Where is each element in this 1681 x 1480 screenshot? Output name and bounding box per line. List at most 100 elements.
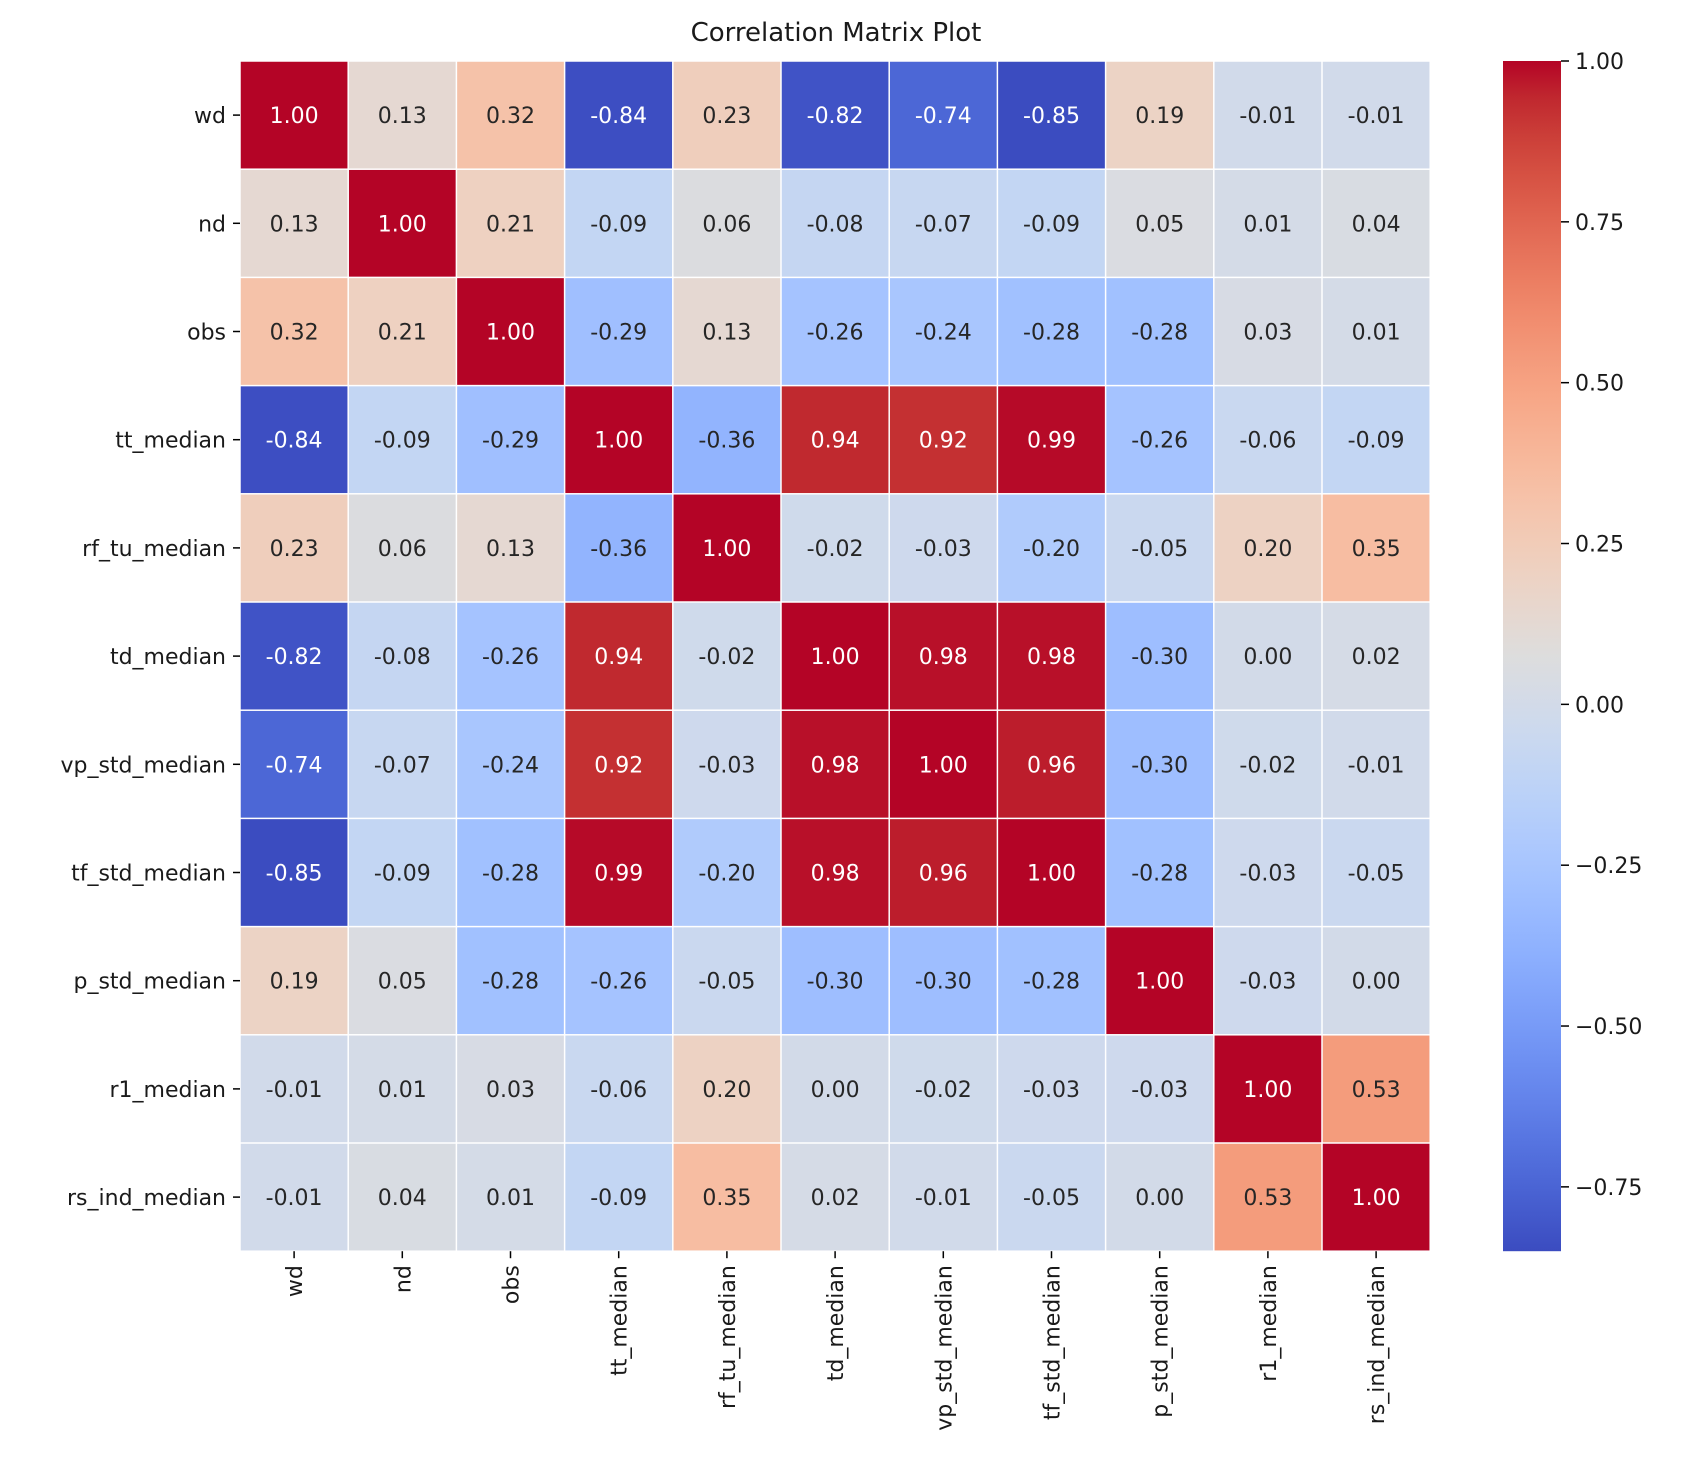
cell-value-label: -0.06 [1239,429,1296,454]
heatmap-cell [673,386,781,494]
heatmap-cell [1106,386,1214,494]
cell-value-label: -0.26 [807,321,864,346]
cell-value-label: 0.94 [811,429,860,454]
cell-value-label: -0.26 [482,645,539,670]
cell-value-label: 0.96 [919,862,968,887]
heatmap-cell [457,710,564,818]
y-tick-label: obs [187,321,226,346]
heatmap-cell [1322,602,1430,710]
y-tick-label: td_median [110,645,226,670]
cell-value-label: -0.01 [266,1078,323,1103]
cell-value-label: 0.13 [702,321,751,346]
x-tick-label: vp_std_median [932,1265,957,1431]
cell-value-label: 1.00 [1352,1186,1401,1211]
heatmap-cell [348,1035,456,1143]
cell-value-label: 1.00 [594,429,643,454]
heatmap-cell [1322,169,1430,277]
heatmap-cell [348,386,456,494]
cell-value-label: -0.09 [374,429,431,454]
cell-value-label: -0.02 [807,537,864,562]
heatmap-cell [240,386,348,494]
cell-value-label: -0.09 [374,862,431,887]
heatmap-cell [1214,169,1322,277]
heatmap-cell [240,819,348,926]
heatmap-cell [240,278,348,385]
cell-value-label: 0.98 [1027,645,1076,670]
heatmap-cell [240,61,348,169]
y-tick-label: r1_median [109,1078,226,1103]
heatmap-cell [998,1143,1105,1251]
cell-value-label: 0.19 [270,970,319,995]
heatmap-cell [457,386,564,494]
x-tick-label: wd [283,1265,308,1297]
heatmap-cell [781,494,889,602]
cell-value-label: -0.84 [590,104,647,129]
heatmap-cell [1214,61,1322,169]
heatmap-cell [1106,494,1214,602]
cell-value-label: -0.03 [698,753,755,778]
cell-value-label: 0.23 [702,104,751,129]
cell-value-label: -0.01 [1239,104,1296,129]
heatmap-cell [673,278,781,385]
heatmap-cell [998,61,1105,169]
heatmap-cell [998,1035,1105,1143]
cell-value-label: 0.05 [378,970,427,995]
colorbar-tick-label: 1.00 [1575,50,1624,75]
x-tick-label: td_median [824,1265,849,1381]
x-tick-label: rs_ind_median [1365,1265,1390,1424]
cell-value-label: -0.03 [915,537,972,562]
x-tick-label: r1_median [1257,1265,1282,1382]
heatmap-cell [781,819,889,926]
cell-value-label: 0.19 [1135,104,1184,129]
heatmap-cell [998,602,1105,710]
cell-value-label: -0.36 [590,537,647,562]
cell-value-label: 0.06 [702,212,751,237]
heatmap-cell [1106,602,1214,710]
cell-value-label: -0.09 [590,1186,647,1211]
x-tick-label: rf_tu_median [716,1265,741,1409]
cell-value-label: -0.01 [1348,104,1405,129]
cell-value-label: 0.01 [1352,321,1401,346]
heatmap-cell [889,61,997,169]
heatmap-cell [673,819,781,926]
cell-value-label: 0.53 [1243,1186,1292,1211]
cell-value-label: -0.26 [1131,429,1188,454]
cell-value-label: -0.09 [590,212,647,237]
heatmap-cell [240,169,348,277]
colorbar: 1.00 0.75 0.50 0.25 0.00 −0.25 −0.50 −0.75 [1503,50,1642,1252]
heatmap-cell [781,1035,889,1143]
heatmap-cell [457,278,564,385]
cell-value-label: 0.21 [378,321,427,346]
heatmap-cell [998,494,1105,602]
x-tick-label: obs [500,1265,525,1304]
cell-value-label: 1.00 [1243,1078,1292,1103]
cell-value-label: 0.35 [702,1186,751,1211]
heatmap-cell [889,1143,997,1251]
heatmap-cell [1214,710,1322,818]
heatmap-cell [348,710,456,818]
cell-value-label: -0.26 [590,970,647,995]
heatmap-cell [348,278,456,385]
heatmap-cell [457,169,564,277]
cell-value-label: 0.03 [486,1078,535,1103]
heatmap-cell [781,927,889,1035]
colorbar-ticks: 1.00 0.75 0.50 0.25 0.00 −0.25 −0.50 −0.75 [1561,50,1642,1201]
cell-value-label: 0.01 [486,1186,535,1211]
heatmap-cell [457,927,564,1035]
heatmap-cell [1106,169,1214,277]
x-tick-label: p_std_median [1149,1265,1174,1418]
heatmap-cell [565,927,673,1035]
cell-value-label: 0.21 [486,212,535,237]
cell-value-label: -0.05 [1023,1186,1080,1211]
heatmap-cell [1106,1143,1214,1251]
cell-value-label: -0.05 [698,970,755,995]
y-tick-label: rs_ind_median [67,1186,226,1211]
cell-value-label: -0.74 [266,753,323,778]
heatmap-cell [565,710,673,818]
heatmap-cell [348,494,456,602]
cell-value-label: 0.53 [1352,1078,1401,1103]
heatmap-cell [998,710,1105,818]
cell-value-label: 0.00 [1352,970,1401,995]
cell-value-label: -0.07 [374,753,431,778]
cell-value-label: 0.01 [1243,212,1292,237]
